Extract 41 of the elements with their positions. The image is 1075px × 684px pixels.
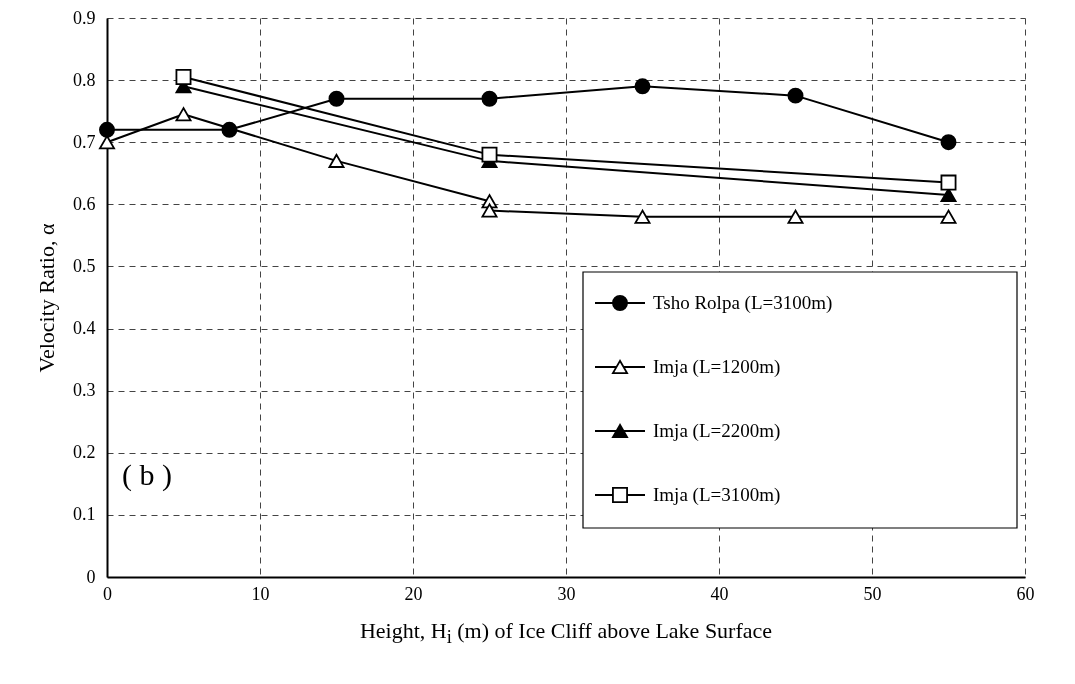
point <box>481 203 498 218</box>
point <box>328 90 345 107</box>
point <box>328 153 345 168</box>
x-tick-label: 0 <box>103 583 112 604</box>
x-tick-label: 30 <box>557 583 576 604</box>
point <box>940 134 957 151</box>
y-tick-label: 0.9 <box>73 7 96 28</box>
x-tick-label: 60 <box>1016 583 1035 604</box>
point <box>99 121 115 138</box>
y-tick-label: 0.8 <box>73 69 96 90</box>
x-tick-label: 10 <box>251 583 270 604</box>
point <box>787 87 804 104</box>
point <box>99 135 115 150</box>
y-tick-label: 0.4 <box>73 318 96 339</box>
x-axis-title: Height, H$_{i}$ (m) of Ice Cliff above Lake Surface <box>358 618 774 649</box>
y-tick-label: 0.3 <box>73 380 96 401</box>
point <box>634 78 651 95</box>
y-tick-label: 0.6 <box>73 193 96 214</box>
x-tick-label: 20 <box>404 583 423 604</box>
legend-label: Imja (L=1200m) <box>653 356 781 378</box>
legend-label: Tsho Rolpa (L=3100m) <box>653 292 833 314</box>
annotation: ( b ) <box>122 458 172 493</box>
y-tick-label: 0.2 <box>73 442 96 463</box>
point <box>175 107 192 122</box>
point <box>787 209 804 224</box>
point <box>481 146 498 163</box>
point <box>175 69 192 85</box>
point <box>221 121 238 138</box>
x-tick-label: 50 <box>863 583 882 604</box>
y-tick-label: 0.5 <box>73 255 96 276</box>
legend-label: Imja (L=2200m) <box>653 420 781 442</box>
point <box>940 209 957 224</box>
y-tick-label: 0.1 <box>73 504 96 525</box>
x-tick-label: 40 <box>710 583 729 604</box>
y-tick-label: 0 <box>86 566 96 587</box>
y-tick-label: 0.7 <box>73 131 96 152</box>
point <box>940 174 957 191</box>
y-axis-title: Velocity Ratio, α <box>34 223 59 373</box>
point <box>634 209 651 224</box>
legend-label: Imja (L=3100m) <box>653 484 781 506</box>
point <box>481 90 498 107</box>
